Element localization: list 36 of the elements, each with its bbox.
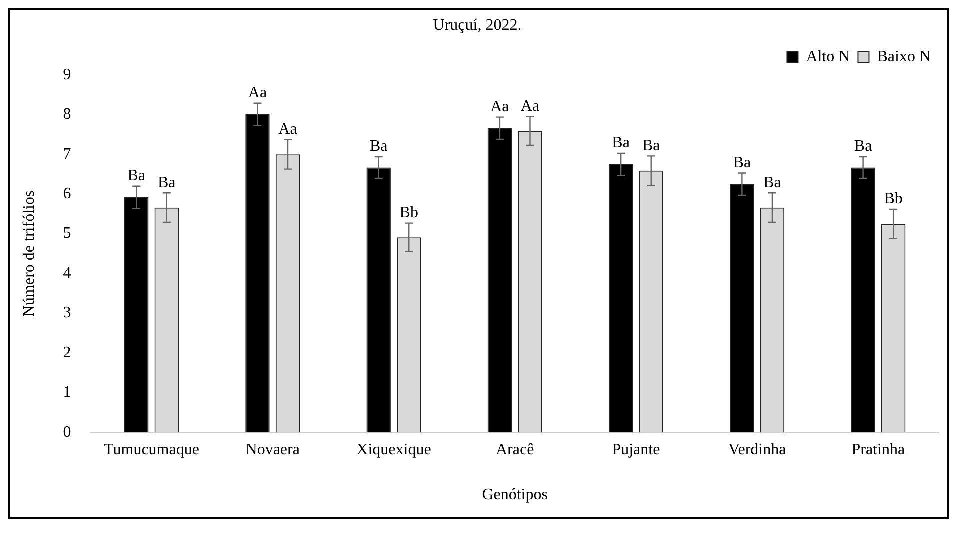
x-tick-label: Novaera [246, 441, 300, 458]
y-tick-label: 7 [63, 146, 72, 163]
data-label: Ba [128, 168, 146, 185]
y-tick-label: 9 [63, 66, 72, 84]
data-label: Ba [733, 154, 752, 172]
y-tick-label: 1 [63, 384, 72, 402]
x-tick-label: Pratinha [852, 441, 906, 458]
data-label: Ba [158, 174, 176, 192]
data-label: Bb [400, 204, 418, 222]
x-axis-title: Genótipos [482, 486, 548, 504]
y-axis-title: Número de trifólios [20, 190, 38, 317]
y-tick-label: 3 [63, 304, 72, 322]
data-label: Aa [248, 84, 268, 102]
data-label: Ba [370, 138, 388, 156]
x-tick-label: Verdinha [728, 441, 786, 458]
data-label: Aa [278, 121, 298, 138]
y-tick-label: 6 [63, 186, 72, 203]
y-tick-label: 5 [63, 225, 72, 242]
legend-label: Baixo N [877, 48, 932, 66]
data-label: Ba [764, 174, 782, 192]
data-label: Ba [612, 134, 630, 152]
y-tick-label: 2 [63, 344, 72, 362]
x-tick-label: Xiquexique [356, 441, 432, 458]
data-label: Bb [884, 190, 903, 208]
y-tick-label: 8 [63, 106, 72, 124]
data-label: Ba [854, 138, 872, 156]
x-tick-label: Pujante [612, 441, 660, 458]
data-label: Aa [490, 98, 510, 116]
x-tick-label: Aracê [496, 441, 534, 458]
legend-label: Alto N [806, 48, 851, 66]
data-label: Ba [642, 137, 660, 154]
y-tick-label: 4 [63, 264, 72, 282]
chart-title: Uruçuí, 2022. [433, 16, 522, 34]
data-label: Aa [520, 98, 540, 116]
x-tick-label: Tumucumaque [104, 441, 200, 458]
y-tick-label: 0 [63, 424, 72, 441]
